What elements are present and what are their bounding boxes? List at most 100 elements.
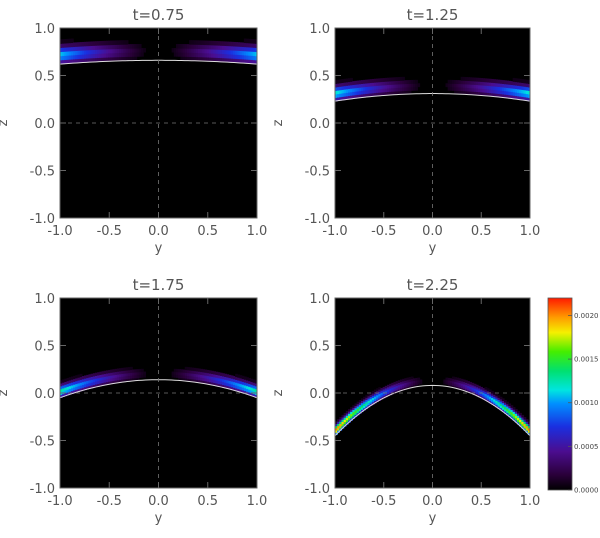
band-cell — [254, 385, 257, 390]
band-cell — [365, 395, 369, 398]
band-cell — [208, 376, 212, 380]
band-cell — [488, 396, 492, 399]
band-cell — [404, 83, 408, 88]
band-cell — [508, 403, 512, 407]
band-cell — [478, 388, 481, 391]
band-cell — [525, 430, 529, 433]
band-cell — [217, 49, 221, 54]
band-cell — [371, 82, 375, 87]
panel-title: t=1.75 — [133, 276, 185, 294]
band-cell — [123, 44, 127, 49]
band-cell — [114, 374, 118, 378]
band-cell — [191, 52, 195, 58]
band-cell — [454, 83, 457, 88]
band-cell — [232, 50, 236, 55]
band-cell — [413, 86, 416, 91]
band-cell — [239, 383, 243, 387]
band-cell — [406, 83, 410, 88]
band-cell — [521, 82, 525, 87]
band-cell — [202, 374, 206, 379]
band-cell — [397, 382, 401, 386]
band-cell — [221, 378, 225, 383]
band-cell — [354, 80, 358, 85]
band-cell — [523, 419, 527, 422]
band-cell — [499, 401, 503, 404]
band-cell — [387, 389, 390, 392]
band-cell — [378, 92, 382, 97]
band-cell — [339, 96, 343, 101]
y-tick-label: 1.0 — [34, 22, 55, 37]
band-cell — [493, 93, 496, 97]
band-cell — [186, 56, 190, 62]
band-cell — [252, 390, 256, 395]
band-cell — [64, 59, 68, 65]
band-cell — [112, 52, 116, 58]
band-cell — [376, 388, 379, 391]
band-cell — [400, 386, 403, 389]
band-cell — [99, 45, 103, 50]
band-cell — [64, 38, 68, 44]
band-cell — [173, 368, 177, 373]
band-cell — [77, 58, 81, 64]
band-cell — [345, 95, 349, 100]
band-cell — [343, 415, 347, 418]
band-cell — [337, 97, 340, 102]
band-cell — [521, 421, 525, 425]
band-cell — [105, 57, 109, 62]
band-cell — [367, 79, 371, 84]
y-tick-label: 0.0 — [309, 117, 330, 132]
band-cell — [514, 92, 518, 97]
band-cell — [108, 369, 111, 374]
band-cell — [454, 86, 457, 91]
band-cell — [193, 379, 197, 383]
band-cell — [197, 40, 201, 45]
band-cell — [341, 96, 345, 101]
band-cell — [213, 40, 217, 46]
band-cell — [376, 397, 379, 400]
band-cell — [382, 88, 386, 93]
band-cell — [204, 40, 208, 46]
band-cell — [402, 385, 405, 389]
band-cell — [363, 83, 366, 88]
band-cell — [391, 382, 395, 386]
band-cell — [60, 385, 63, 390]
band-cell — [221, 381, 225, 386]
band-cell — [114, 48, 118, 54]
band-cell — [497, 399, 501, 403]
band-cell — [376, 390, 379, 394]
band-cell — [70, 379, 74, 383]
band-cell — [193, 370, 197, 374]
band-cell — [173, 52, 177, 57]
band-cell — [239, 54, 243, 60]
band-cell — [367, 93, 371, 98]
band-cell — [79, 58, 83, 64]
band-cell — [119, 373, 122, 378]
band-cell — [79, 373, 83, 378]
band-cell — [112, 40, 116, 46]
band-cell — [527, 94, 530, 98]
band-cell — [246, 385, 249, 390]
band-cell — [73, 58, 76, 64]
band-cell — [402, 378, 405, 382]
band-cell — [232, 41, 236, 47]
band-cell — [378, 389, 382, 392]
band-cell — [97, 375, 100, 379]
band-cell — [504, 406, 507, 410]
band-cell — [108, 44, 111, 50]
band-cell — [367, 404, 371, 408]
band-cell — [343, 92, 347, 97]
band-cell — [119, 40, 122, 45]
band-cell — [226, 41, 230, 47]
band-cell — [341, 79, 345, 83]
band-cell — [101, 53, 105, 58]
band-cell — [521, 96, 525, 101]
band-cell — [114, 44, 118, 50]
band-cell — [184, 44, 188, 49]
band-cell — [356, 401, 360, 405]
band-cell — [99, 374, 103, 378]
band-cell — [504, 90, 507, 95]
band-cell — [486, 394, 490, 398]
band-cell — [508, 91, 512, 96]
band-cell — [382, 393, 386, 397]
band-cell — [75, 54, 79, 60]
